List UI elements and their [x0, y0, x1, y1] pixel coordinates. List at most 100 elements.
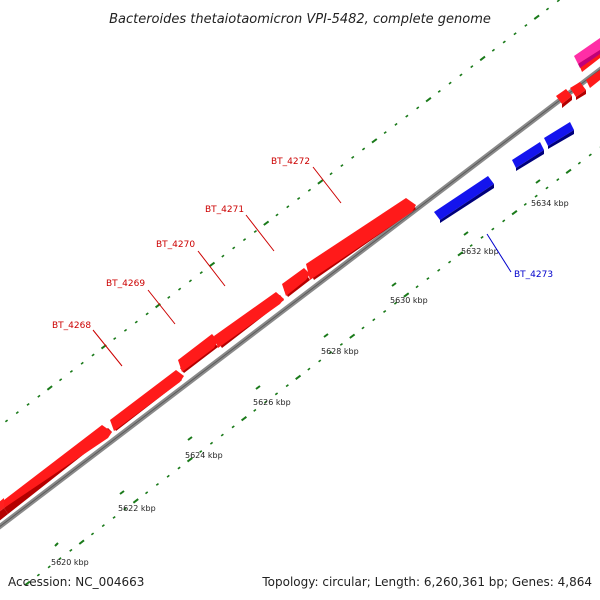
outer-ruler-dot [91, 353, 95, 357]
inner-ruler-dot [393, 301, 398, 305]
outer-ruler-dot [524, 23, 528, 27]
inner-ruler-dot [132, 498, 139, 504]
gene-arrow-bt-4273[interactable] [434, 176, 494, 223]
inner-ruler-dot [231, 425, 235, 429]
inner-ruler-dot [274, 392, 279, 396]
outer-ruler-dot [37, 394, 41, 398]
inner-ruler-dot [58, 557, 62, 561]
outer-ruler-dot [545, 7, 550, 11]
inner-ruler-dot [328, 351, 333, 355]
inner-ruler-dot [426, 277, 430, 281]
outer-ruler-dot [502, 40, 506, 44]
inner-ruler-dot [318, 359, 322, 363]
inner-ruler-dot [565, 168, 572, 174]
gene-label-group-bt-4269[interactable]: BT_4269 [106, 279, 176, 325]
outer-ruler-dot [459, 73, 463, 77]
outer-ruler-dot [317, 179, 324, 185]
accession-text: Accession: NC_004663 [8, 575, 144, 589]
inner-ruler-dot [78, 539, 85, 545]
outer-ruler-dot [134, 320, 138, 324]
outer-dotted-ruler [4, 0, 560, 423]
outer-ruler-dot [59, 378, 63, 382]
outer-ruler-dot [437, 89, 441, 93]
inner-ruler-dot [155, 482, 159, 486]
inner-ruler-dot [307, 367, 311, 371]
outer-ruler-dot [425, 97, 432, 103]
inner-ruler-dot [199, 450, 203, 454]
genome-summary-text: Topology: circular; Length: 6,260,361 bp… [261, 575, 592, 589]
gene-label-group-bt-4273[interactable]: BT_4273 [486, 233, 553, 280]
tick-5622: 5622 kbp [118, 490, 156, 513]
gene-label-group-bt-4271[interactable]: BT_4271 [205, 205, 275, 252]
gene-arrow-bt-4269[interactable] [110, 370, 184, 431]
outer-ruler-dot [113, 337, 117, 341]
inner-ruler-dot [47, 565, 51, 569]
inner-ruler-dot [112, 515, 116, 519]
outer-ruler-dot [361, 147, 366, 151]
tick-label-5620: 5620 kbp [51, 558, 89, 567]
gene-arrow-bt-4268[interactable] [4, 425, 112, 514]
outer-ruler-dot [221, 254, 225, 258]
gene-arrow-upper-right-3[interactable] [586, 70, 600, 88]
genome-backbone [0, 66, 600, 530]
gene-arrow-bt-4271[interactable] [214, 292, 284, 348]
inner-ruler-dot [502, 219, 506, 223]
outer-ruler-dot [383, 131, 387, 135]
inner-ruler-dot [403, 292, 410, 298]
inner-ruler-dot [545, 186, 549, 190]
gene-labels: BT_4268 BT_4269 BT_4270 BT_4271 BT_4272 … [52, 157, 553, 367]
gene-arrow-partial-left[interactable] [0, 498, 8, 522]
outer-ruler-dot [307, 188, 312, 192]
outer-ruler-dot [394, 122, 398, 126]
outer-ruler-dot [351, 155, 355, 159]
inner-ruler-dot [101, 524, 105, 528]
outer-ruler-dot [329, 172, 333, 176]
outer-ruler-dot [4, 419, 9, 423]
inner-ruler-dot [577, 161, 581, 165]
outer-ruler-dot [513, 32, 517, 36]
reverse-strand-genes [434, 122, 574, 223]
inner-ruler-dot [415, 285, 419, 289]
outer-ruler-dot [253, 229, 257, 233]
tick-label-5624: 5624 kbp [185, 451, 223, 460]
inner-ruler-dot [209, 441, 214, 445]
inner-ruler-dot [177, 466, 181, 470]
feature-arrow-pink[interactable] [574, 38, 600, 68]
inner-ruler-dot [145, 491, 149, 495]
gene-arrow-reverse-2[interactable] [512, 142, 544, 171]
inner-ruler-dot [186, 457, 193, 463]
inner-ruler-dot [295, 374, 302, 381]
gene-label-bt-4268: BT_4268 [52, 321, 91, 331]
inner-ruler-dot [123, 507, 127, 511]
gene-arrow-upper-right-2[interactable] [570, 82, 586, 100]
gene-arrow-bt-4272[interactable] [306, 198, 416, 280]
inner-ruler-dot [372, 318, 376, 322]
gene-label-bt-4271: BT_4271 [205, 205, 244, 215]
tick-5630: 5630 kbp [390, 282, 428, 305]
outer-ruler-dot [188, 279, 192, 283]
outer-ruler-dot [340, 164, 344, 168]
inner-ruler-dot [469, 244, 473, 248]
outer-ruler-dot [178, 287, 182, 291]
outer-ruler-dot [26, 402, 30, 406]
inner-ruler-dot [264, 400, 268, 404]
outer-ruler-dot [405, 114, 409, 118]
inner-ruler-dot [361, 326, 365, 330]
inner-ruler-dot [480, 235, 484, 239]
gene-label-group-bt-4268[interactable]: BT_4268 [52, 321, 123, 367]
inner-ruler-dot [220, 433, 224, 437]
gene-label-group-bt-4272[interactable]: BT_4272 [271, 157, 342, 204]
gene-arrow-small[interactable] [282, 268, 310, 297]
inner-ruler-dot [69, 548, 73, 552]
inner-ruler-dot [24, 580, 31, 586]
gene-label-bt-4272: BT_4272 [271, 157, 310, 167]
tick-5626: 5626 kbp [253, 385, 291, 407]
gene-arrow-upper-right-1[interactable] [556, 89, 572, 108]
gene-arrow-reverse-3[interactable] [544, 122, 574, 149]
outer-ruler-dot [275, 213, 279, 217]
gene-label-group-bt-4270[interactable]: BT_4270 [156, 240, 226, 287]
inner-dotted-ruler [24, 146, 600, 586]
inner-ruler-dot [556, 178, 560, 182]
gene-arrow-bt-4270[interactable] [178, 334, 218, 373]
outer-ruler-dot [556, 0, 560, 3]
